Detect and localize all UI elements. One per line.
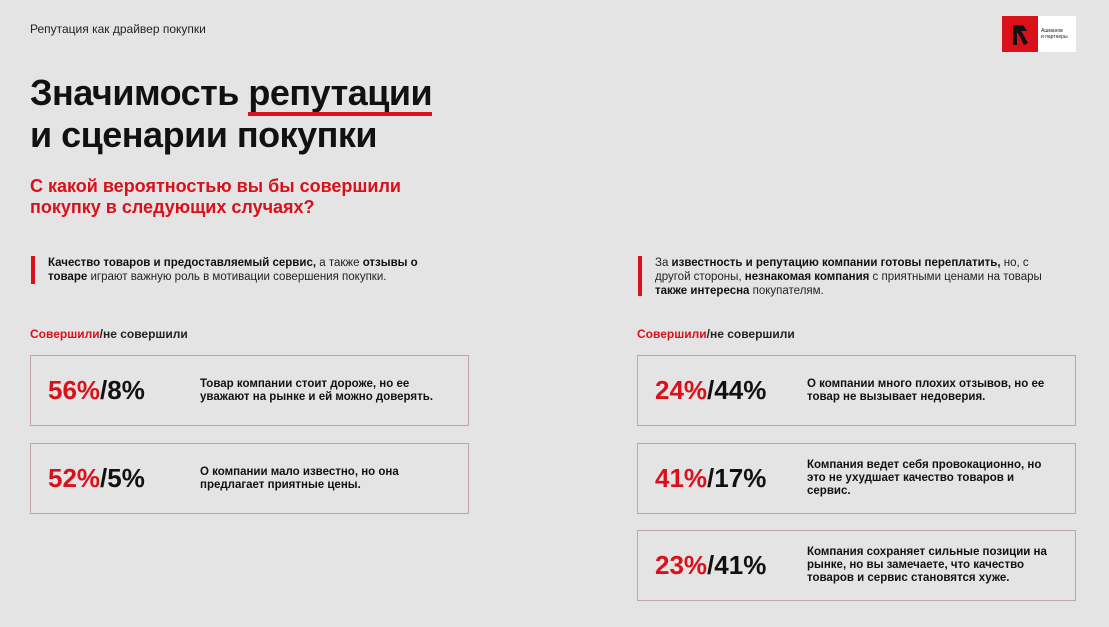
stat-card: 24%/44% О компании много плохих отзывов,… bbox=[637, 355, 1076, 426]
section-label: Репутация как драйвер покупки bbox=[30, 22, 206, 36]
stat-description: О компании много плохих отзывов, но ее т… bbox=[807, 377, 1045, 403]
company-logo: Ашманов и партнеры bbox=[1002, 16, 1076, 52]
stat-percent: 41%/17% bbox=[655, 463, 767, 493]
stat-percent: 56%/8% bbox=[48, 375, 145, 405]
left-note: Качество товаров и предоставляемый серви… bbox=[31, 256, 451, 284]
stat-percent: 24%/44% bbox=[655, 375, 767, 405]
stat-description: Товар компании стоит дороже, но ее уважа… bbox=[200, 377, 434, 403]
stat-description: Компания ведет себя провокационно, но эт… bbox=[807, 459, 1042, 497]
note-accent-bar bbox=[31, 256, 35, 284]
title-highlight: репутации bbox=[248, 72, 433, 116]
note-accent-bar bbox=[638, 256, 642, 296]
stat-description: О компании мало известно, но она предлаг… bbox=[200, 465, 399, 491]
stat-card: 52%/5% О компании мало известно, но она … bbox=[30, 443, 469, 514]
left-note-text: Качество товаров и предоставляемый серви… bbox=[48, 257, 418, 283]
logo-mark-icon bbox=[1002, 16, 1038, 52]
stat-description: Компания сохраняет сильные позиции на ры… bbox=[807, 546, 1047, 584]
right-legend: Совершили/не совершили bbox=[637, 327, 795, 341]
left-legend: Совершили/не совершили bbox=[30, 327, 188, 341]
right-note-text: За известность и репутацию компании гото… bbox=[655, 257, 1042, 297]
stat-card: 41%/17% Компания ведет себя провокационн… bbox=[637, 443, 1076, 514]
stat-card: 56%/8% Товар компании стоит дороже, но е… bbox=[30, 355, 469, 426]
stat-percent: 52%/5% bbox=[48, 463, 145, 493]
stat-card: 23%/41% Компания сохраняет сильные позиц… bbox=[637, 530, 1076, 601]
stat-percent: 23%/41% bbox=[655, 550, 767, 580]
logo-text: Ашманов и партнеры bbox=[1041, 28, 1068, 40]
right-note: За известность и репутацию компании гото… bbox=[638, 256, 1058, 297]
page-title: Значимость репутации и сценарии покупки bbox=[30, 72, 433, 155]
page-subtitle: С какой вероятностью вы бы совершили пок… bbox=[30, 176, 401, 217]
